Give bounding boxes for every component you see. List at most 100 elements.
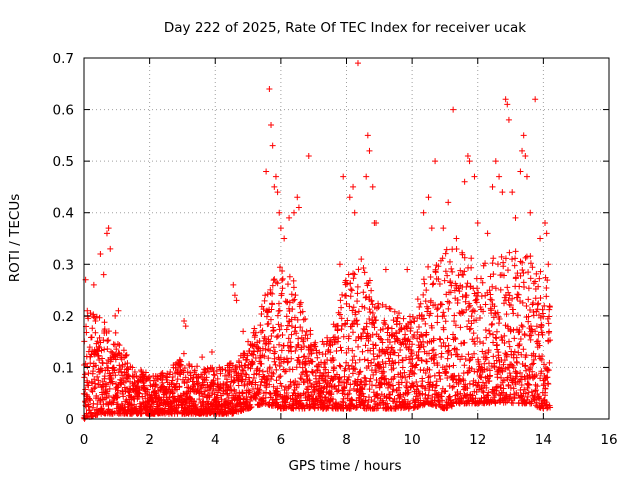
data-point: [257, 382, 264, 389]
data-point: [546, 313, 553, 320]
data-point: [420, 276, 427, 283]
data-point: [373, 376, 380, 383]
data-point: [371, 324, 378, 331]
data-point: [345, 362, 352, 369]
data-point: [90, 368, 97, 375]
data-point: [406, 373, 413, 380]
data-point: [530, 360, 537, 367]
data-point: [521, 284, 528, 291]
data-point: [223, 409, 230, 416]
data-point: [177, 362, 184, 369]
data-point: [450, 106, 457, 113]
data-point: [331, 383, 338, 390]
data-point: [442, 343, 449, 350]
data-point: [359, 390, 366, 397]
data-point: [442, 250, 449, 257]
data-point: [453, 235, 460, 242]
data-point: [474, 334, 481, 341]
data-point: [304, 372, 311, 379]
grid-lines: [84, 58, 609, 419]
data-point: [394, 314, 401, 321]
data-point: [420, 338, 427, 345]
data-point: [432, 351, 439, 358]
data-point: [277, 354, 284, 361]
data-point: [416, 303, 423, 310]
data-point: [265, 372, 272, 379]
data-point: [452, 322, 459, 329]
data-point: [493, 342, 500, 349]
data-point: [438, 342, 445, 349]
data-point: [97, 250, 104, 257]
data-point: [292, 347, 299, 354]
data-point: [357, 378, 364, 385]
data-point: [220, 380, 227, 387]
data-point: [324, 334, 331, 341]
data-point: [209, 380, 216, 387]
data-point: [199, 399, 206, 406]
data-point: [345, 374, 352, 381]
data-point: [263, 313, 270, 320]
data-point: [293, 330, 300, 337]
data-point: [305, 152, 312, 159]
data-point: [341, 383, 348, 390]
data-point: [284, 281, 291, 288]
data-point: [437, 376, 444, 383]
data-point: [354, 382, 361, 389]
data-point: [367, 360, 374, 367]
data-point: [84, 379, 91, 386]
data-point: [443, 246, 450, 253]
data-point: [499, 336, 506, 343]
data-point: [393, 321, 400, 328]
data-point: [124, 360, 131, 367]
data-point: [538, 368, 545, 375]
data-point: [464, 385, 471, 392]
data-point: [384, 400, 391, 407]
data-point: [331, 365, 338, 372]
data-point: [301, 353, 308, 360]
data-point: [530, 299, 537, 306]
data-point: [269, 142, 276, 149]
data-point: [180, 369, 187, 376]
data-point: [119, 362, 126, 369]
data-point: [505, 297, 512, 304]
data-point: [440, 225, 447, 232]
data-point: [545, 320, 552, 327]
data-point: [436, 372, 443, 379]
data-point: [273, 396, 280, 403]
data-point: [419, 332, 426, 339]
data-point: [326, 338, 333, 345]
data-point: [278, 290, 285, 297]
data-point: [365, 337, 372, 344]
data-point: [391, 338, 398, 345]
data-point: [266, 381, 273, 388]
data-point: [488, 296, 495, 303]
data-point: [427, 297, 434, 304]
x-tick-label: 2: [145, 432, 154, 448]
data-point: [103, 381, 110, 388]
data-point: [505, 338, 512, 345]
data-point: [463, 393, 470, 400]
data-point: [203, 377, 210, 384]
data-point: [302, 332, 309, 339]
data-point: [337, 363, 344, 370]
data-point: [91, 351, 98, 358]
data-point: [370, 371, 377, 378]
data-point: [238, 373, 245, 380]
data-point: [278, 383, 285, 390]
data-point: [386, 358, 393, 365]
data-point: [199, 354, 206, 361]
data-point: [429, 394, 436, 401]
data-point: [357, 368, 364, 375]
data-point: [437, 336, 444, 343]
data-point: [272, 361, 279, 368]
data-point: [96, 334, 103, 341]
data-point: [499, 368, 506, 375]
data-point: [278, 347, 285, 354]
data-point: [337, 344, 344, 351]
data-point: [298, 376, 305, 383]
data-point: [292, 404, 299, 411]
data-point: [527, 209, 534, 216]
data-point: [546, 359, 553, 366]
data-point: [424, 395, 431, 402]
data-point: [379, 359, 386, 366]
